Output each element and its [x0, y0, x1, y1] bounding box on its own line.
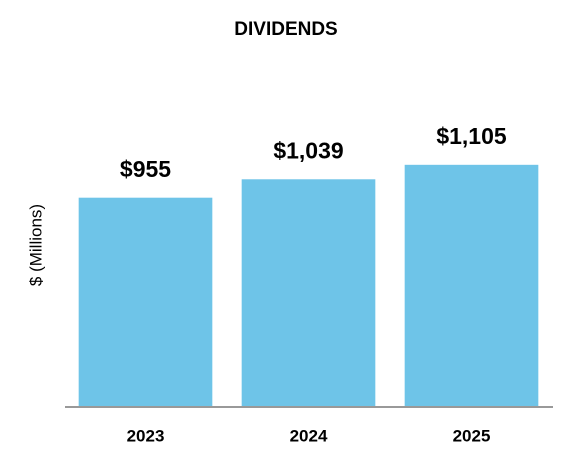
bar	[241, 179, 376, 407]
bar	[404, 164, 539, 407]
chart-title: DIVIDENDS	[234, 19, 337, 40]
x-tick-label: 2025	[453, 426, 491, 445]
data-label: $1,105	[436, 123, 507, 149]
data-label: $1,039	[273, 137, 343, 163]
data-label: $955	[120, 156, 171, 182]
x-tick-label: 2023	[127, 426, 165, 445]
x-tick-label: 2024	[290, 426, 328, 445]
bar	[78, 197, 213, 407]
y-axis-label: $ (Millions)	[26, 204, 45, 286]
